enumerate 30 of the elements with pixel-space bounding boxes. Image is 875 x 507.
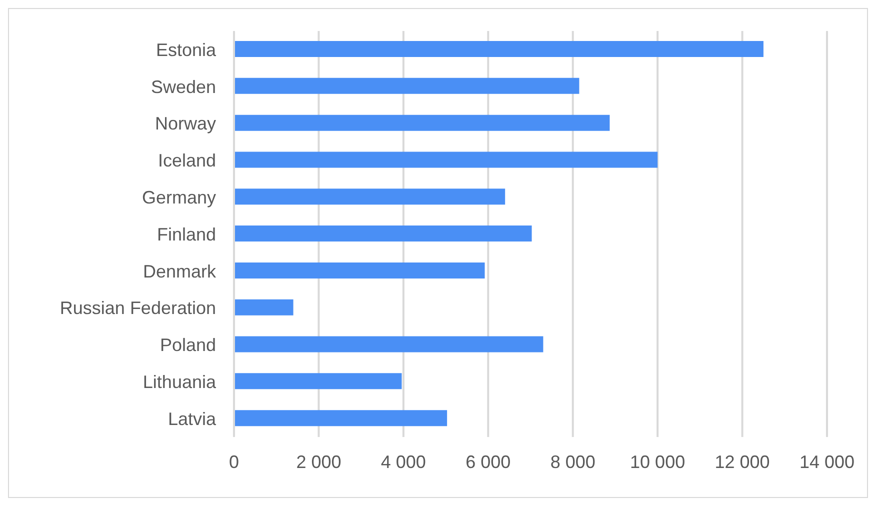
bar (234, 114, 610, 131)
y-tick-label: Russian Federation (60, 298, 216, 318)
bar (234, 78, 580, 94)
y-tick-label: Norway (154, 114, 216, 134)
x-tick-label: 2 000 (296, 452, 342, 472)
y-tick-label: Germany (142, 187, 216, 208)
bar (234, 299, 294, 316)
y-tick-label: Sweden (150, 76, 216, 97)
bar (234, 336, 544, 352)
x-tick-label: 14 000 (799, 452, 855, 472)
bar (234, 152, 658, 168)
bar (234, 188, 506, 205)
x-tick-label: 10 000 (630, 452, 686, 472)
bar (234, 226, 532, 242)
bar (234, 262, 485, 278)
y-tick-label: Estonia (156, 40, 217, 60)
bar (234, 41, 764, 57)
y-tick-label: Denmark (142, 261, 217, 282)
x-tick-label: 6 000 (466, 452, 511, 472)
bar (234, 373, 402, 390)
y-tick-label: Lithuania (142, 372, 217, 392)
x-tick-label: 4 000 (380, 452, 426, 472)
x-tick-label: 0 (228, 452, 240, 472)
y-tick-label: Poland (160, 335, 216, 356)
x-tick-label: 8 000 (550, 452, 596, 472)
x-tick-label: 12 000 (714, 452, 770, 472)
y-tick-label: Latvia (168, 408, 217, 429)
bar (234, 410, 448, 426)
y-tick-label: Finland (156, 224, 216, 244)
y-tick-label: Iceland (158, 150, 216, 171)
